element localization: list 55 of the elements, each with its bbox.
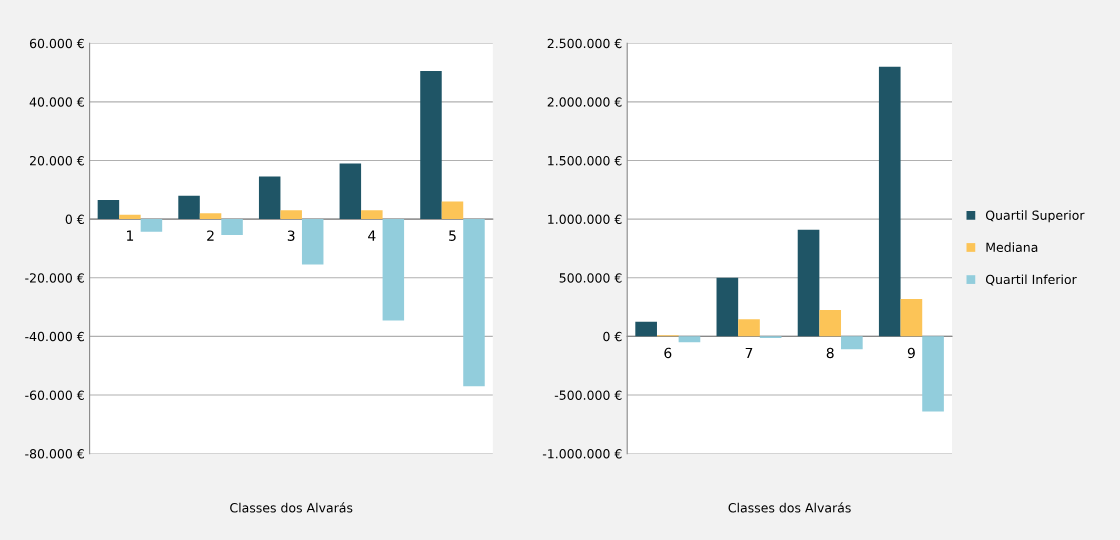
bar [178, 195, 200, 220]
bar [463, 219, 485, 387]
x-axis-title: Classes dos Alvarás [728, 502, 851, 513]
y-tick-label: -1.000.000 € [542, 449, 622, 459]
y-tick-label: 2.500.000 € [547, 38, 622, 49]
x-tick-label: 7 [745, 347, 753, 359]
legend-label: Mediana [986, 242, 1038, 253]
y-tick-label: -20.000 € [25, 273, 84, 283]
y-tick-label: 1.000.000 € [548, 214, 622, 225]
x-tick-label: 6 [664, 347, 672, 359]
bar [819, 309, 842, 337]
bar [97, 200, 120, 220]
x-axis-title: Classes dos Alvarás [230, 502, 353, 513]
bar [797, 229, 820, 337]
bar [140, 219, 163, 232]
y-tick-label: 40.000 € [29, 97, 84, 107]
bar [420, 71, 442, 220]
bar [738, 319, 760, 337]
x-tick-label: 4 [368, 230, 376, 241]
bar [716, 277, 739, 337]
y-tick-label: 60.000 € [29, 38, 84, 49]
bar [878, 66, 901, 337]
bar [361, 210, 383, 220]
bar [339, 163, 362, 220]
y-tick-label: 500.000 € [559, 273, 622, 283]
x-tick-label: 2 [207, 230, 214, 241]
bar [922, 336, 944, 412]
bar [280, 210, 302, 220]
y-tick-label: 2.000.000 € [547, 97, 622, 107]
x-tick-label: 8 [826, 347, 834, 359]
bar [301, 219, 324, 265]
y-tick-label: -500.000 € [554, 390, 622, 400]
legend-label: Quartil Superior [985, 210, 1085, 223]
bar [635, 321, 657, 337]
y-tick-label: 0 € [65, 214, 84, 225]
bar [678, 336, 701, 343]
y-tick-label: -60.000 € [25, 390, 84, 400]
bar [841, 336, 863, 350]
legend-label: Quartil Inferior [985, 274, 1077, 286]
bar [900, 299, 923, 337]
x-tick-label: 1 [127, 230, 134, 241]
bar [441, 201, 464, 220]
y-tick-label: -40.000 € [25, 331, 84, 342]
bar [199, 213, 222, 220]
x-tick-label: 5 [449, 230, 456, 241]
bar [221, 219, 243, 235]
y-tick-label: -80.000 € [25, 449, 84, 459]
x-tick-label: 3 [287, 230, 295, 241]
y-tick-label: 20.000 € [29, 155, 84, 166]
bar [258, 176, 281, 220]
x-tick-label: 9 [907, 347, 915, 359]
bar [382, 219, 405, 321]
bar [119, 214, 141, 220]
y-tick-label: 1.500.000 € [548, 155, 622, 166]
y-tick-label: 0 € [603, 331, 622, 342]
